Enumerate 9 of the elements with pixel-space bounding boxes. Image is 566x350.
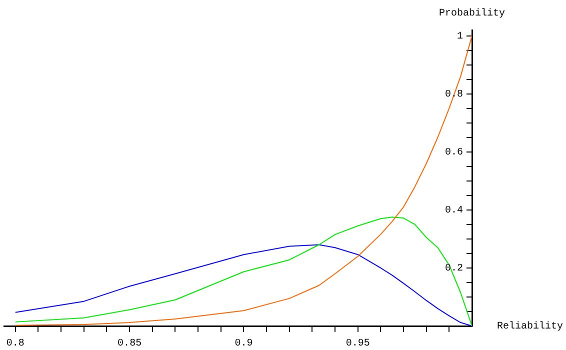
x-tick-label: 0.95 (346, 338, 370, 350)
y-tick-label: 1 (456, 31, 463, 42)
x-tick-label: 0.85 (118, 338, 142, 350)
x-axis-title: Reliability (497, 320, 564, 333)
y-tick-label: 0.6 (444, 148, 463, 159)
x-tick-label: 0.9 (234, 338, 253, 350)
x-tick-label: 0.8 (6, 338, 24, 350)
y-axis-title: Probability (438, 8, 506, 20)
y-tick-label: 0.4 (444, 206, 463, 217)
